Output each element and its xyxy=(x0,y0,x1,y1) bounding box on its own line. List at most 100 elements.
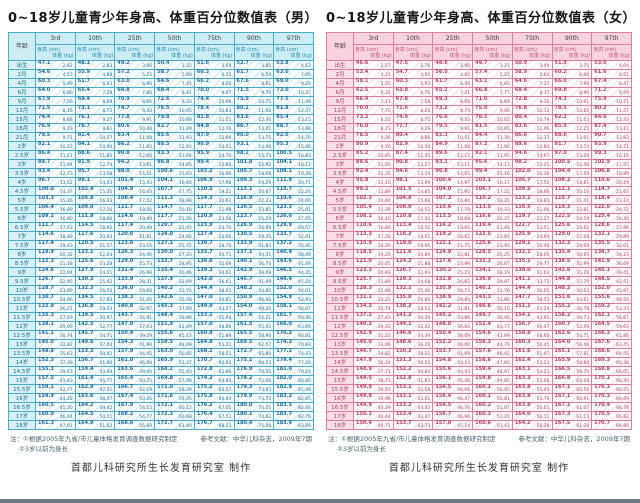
weight-value: 40.81 xyxy=(218,298,232,303)
weight-value: 42.51 xyxy=(616,280,629,285)
height-value: 121.6 xyxy=(395,249,412,255)
unit-subheader-cell: 身高 (cm) 体重 (kg) xyxy=(472,44,513,61)
weight-value: 46.40 xyxy=(258,298,272,303)
age-cell: 4岁 xyxy=(326,177,354,187)
height-value: 153.3 xyxy=(77,348,94,354)
weight-value: 32.97 xyxy=(139,307,153,312)
weight-value: 38.21 xyxy=(417,352,431,357)
weight-value: 31.76 xyxy=(496,289,510,294)
height-value: 159.2 xyxy=(594,303,611,309)
height-value: 145.3 xyxy=(157,303,173,309)
height-value: 48.1 xyxy=(77,60,91,66)
age-cell: 2月 xyxy=(326,69,354,79)
weight-value: 11.85 xyxy=(99,154,113,159)
height-value: 146.7 xyxy=(356,348,372,354)
weight-value: 72.06 xyxy=(258,379,272,384)
height-value: 172.7 xyxy=(236,348,253,354)
height-value: 135.5 xyxy=(594,240,611,246)
height-value: 69.8 xyxy=(554,87,567,93)
height-value: 135.0 xyxy=(395,294,412,300)
weight-value: 55.43 xyxy=(178,370,192,375)
weight-value: 5.93 xyxy=(420,82,431,87)
weight-value: 4.50 xyxy=(420,73,431,78)
weight-value: 19.33 xyxy=(496,208,510,213)
weight-value: 10.12 xyxy=(536,109,550,114)
weight-value: 51.97 xyxy=(536,352,550,357)
weight-value: 62.57 xyxy=(258,343,272,348)
height-value: 101.4 xyxy=(117,177,134,183)
weight-value: 19.83 xyxy=(536,199,550,204)
weight-value: 13.58 xyxy=(99,172,113,177)
weight-value: 2.62 xyxy=(62,64,73,69)
table-row: 2月 53.4 4.21 54.7 4.50 56.0 4.82 57.4 5.21 58.9 5.… xyxy=(326,69,632,79)
height-value: 99.1 xyxy=(77,177,91,183)
height-value: 166.8 xyxy=(554,375,571,381)
weight-value: 18.68 xyxy=(457,217,471,222)
height-value: 176.9 xyxy=(236,366,253,372)
height-value: 176.7 xyxy=(196,420,213,426)
weight-value: 25.74 xyxy=(377,307,391,312)
weight-value: 14.43 xyxy=(99,181,113,186)
weight-value: 14.05 xyxy=(457,172,471,177)
unit-subheader-cell: 身高 (cm) 体重 (kg) xyxy=(392,44,434,61)
weight-value: 33.09 xyxy=(377,343,391,348)
weight-value: 18.98 xyxy=(178,199,192,204)
weight-value: 40.84 xyxy=(417,370,431,375)
height-value: 156.4 xyxy=(435,393,452,399)
height-value: 166.3 xyxy=(594,330,611,336)
height-value: 109.0 xyxy=(77,204,94,210)
height-value: 99.4 xyxy=(475,168,488,174)
height-value: 171.6 xyxy=(157,393,173,399)
weight-value: 43.61 xyxy=(576,298,590,303)
table-row: 6.5岁 110.6 16.80 113.4 18.12 116.2 19.60 119.4 2… xyxy=(326,222,632,232)
weight-value: 8.04 xyxy=(221,82,232,87)
height-value: 115.7 xyxy=(554,195,571,201)
data-cell: 164.9 51.02 xyxy=(74,420,116,430)
height-value: 47.1 xyxy=(38,60,51,66)
weight-value: 15.43 xyxy=(139,181,153,186)
weight-value: 51.02 xyxy=(99,424,113,429)
weight-value: 66.89 xyxy=(616,424,629,429)
weight-value: 13.64 xyxy=(178,154,192,159)
height-value: 136.6 xyxy=(196,258,213,264)
table-row: 5岁 102.3 14.64 104.8 15.68 107.3 16.84 110.2 18.… xyxy=(326,195,632,205)
weight-value: 9.07 xyxy=(221,91,232,96)
weight-value: 26.62 xyxy=(457,280,471,285)
weight-value: 56.01 xyxy=(536,406,550,411)
height-value: 138.5 xyxy=(554,258,571,264)
height-value: 131.4 xyxy=(117,267,134,273)
weight-value: 26.80 xyxy=(417,298,431,303)
weight-value: 18.26 xyxy=(377,244,391,249)
height-value: 74.4 xyxy=(38,114,51,120)
weight-value: 12.84 xyxy=(536,145,550,150)
height-value: 153.2 xyxy=(395,402,412,408)
height-value: 163.6 xyxy=(117,366,134,372)
height-value: 151.3 xyxy=(395,357,412,363)
weight-value: 3.21 xyxy=(499,64,510,69)
height-unit-label: 身高 (cm) xyxy=(593,47,617,53)
height-value: 120.7 xyxy=(157,222,173,228)
height-value: 160.1 xyxy=(475,393,491,399)
height-value: 130.7 xyxy=(38,294,54,300)
height-value: 100.0 xyxy=(38,186,54,192)
height-value: 73.1 xyxy=(77,105,91,111)
height-value: 100.6 xyxy=(157,168,173,174)
height-value: 125.6 xyxy=(77,258,94,264)
height-value: 64.6 xyxy=(157,78,170,84)
note-line-2: ②3岁以前为身长 xyxy=(337,444,386,453)
age-cell: 8岁 xyxy=(326,249,354,259)
weight-value: 10.37 xyxy=(99,136,113,141)
height-value: 157.6 xyxy=(475,348,491,354)
height-value: 164.8 xyxy=(196,339,213,345)
height-value: 151.6 xyxy=(554,294,571,300)
height-value: 154.3 xyxy=(117,339,134,345)
height-value: 146.5 xyxy=(276,267,293,273)
height-value: 108.1 xyxy=(276,168,293,174)
height-value: 135.3 xyxy=(38,312,54,318)
height-value: 133.7 xyxy=(196,249,213,255)
height-value: 137.2 xyxy=(356,312,372,318)
weight-value: 29.33 xyxy=(99,307,113,312)
weight-unit-label: 体重 (kg) xyxy=(290,53,312,59)
weight-value: 10.65 xyxy=(377,154,391,159)
weight-value: 13.93 xyxy=(616,136,629,141)
